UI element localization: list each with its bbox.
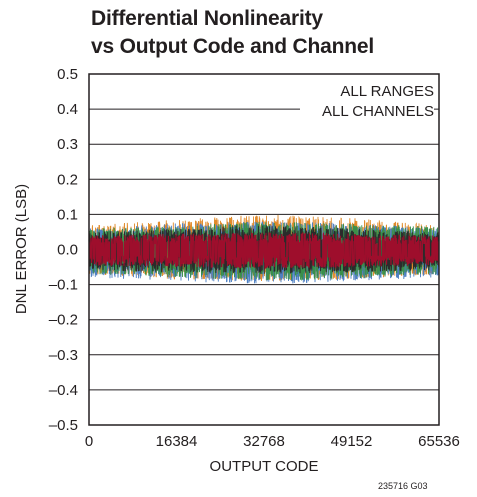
- plot-frame: [88, 73, 440, 426]
- y-tick-label: –0.3: [49, 347, 78, 364]
- y-tick-label: –0.5: [49, 417, 78, 434]
- y-tick-label: –0.2: [49, 312, 78, 329]
- y-tick-label: 0.2: [57, 171, 78, 188]
- x-tick-label: 49152: [331, 433, 373, 450]
- x-tick-label: 32768: [243, 433, 285, 450]
- x-tick-labels: 0 16384 32768 49152 65536: [85, 433, 460, 450]
- dnl-trace-5: [88, 231, 440, 270]
- x-tick-label: 65536: [418, 433, 460, 450]
- y-tick-label: 0.5: [57, 66, 78, 83]
- figure-id: 235716 G03: [378, 481, 428, 491]
- annotation-line-1: ALL RANGES: [340, 83, 434, 100]
- x-tick-label: 16384: [156, 433, 198, 450]
- chart-title-line-1: Differential Nonlinearity: [91, 7, 323, 30]
- chart-title-line-2: vs Output Code and Channel: [91, 35, 374, 58]
- y-tick-label: 0.4: [57, 101, 78, 118]
- annotation: ALL RANGES ALL CHANNELS: [300, 78, 434, 122]
- y-tick-label: 0.1: [57, 206, 78, 223]
- x-axis-label: OUTPUT CODE: [210, 458, 319, 475]
- data-traces: [88, 214, 440, 284]
- y-tick-label: 0.0: [57, 242, 78, 259]
- y-axis-label: DNL ERROR (LSB): [13, 184, 30, 314]
- y-tick-labels: 0.5 0.4 0.3 0.2 0.1 0.0 –0.1 –0.2 –0.3 –0.4 –0.5: [49, 66, 78, 434]
- y-tick-label: –0.4: [49, 382, 78, 399]
- annotation-line-2: ALL CHANNELS: [322, 103, 434, 120]
- y-tick-label: –0.1: [49, 277, 78, 294]
- annotation-background: [300, 78, 434, 122]
- y-tick-label: 0.3: [57, 136, 78, 153]
- x-tick-label: 0: [85, 433, 93, 450]
